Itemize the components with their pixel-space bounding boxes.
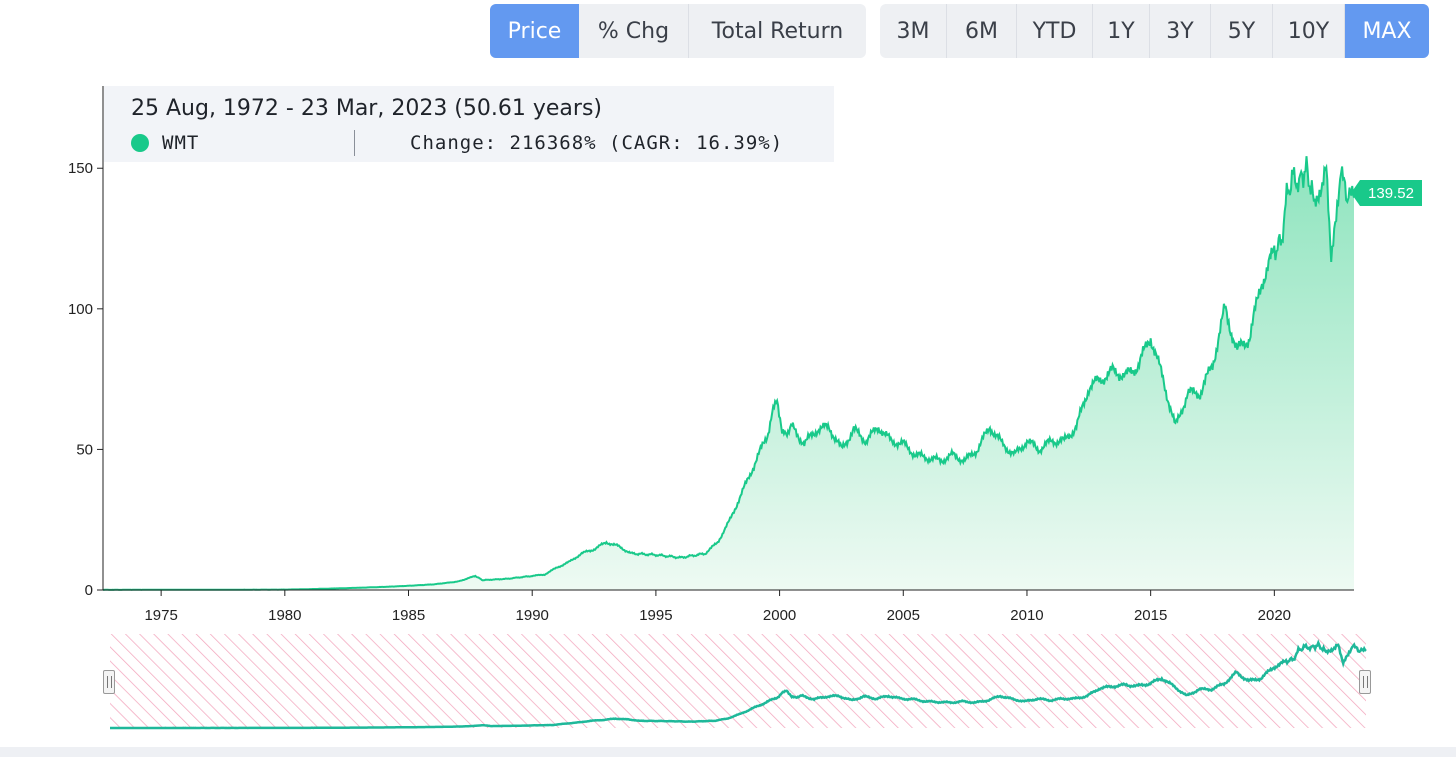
series-area-wmt: [103, 156, 1354, 590]
date-range-label: 25 Aug, 1972 - 23 Mar, 2023 (50.61 years…: [131, 96, 602, 121]
x-axis-ticks: 1975 1980 1985 1990 1995 2000 2005 2010 2015 2020: [144, 590, 1291, 624]
percent-change-mode-button[interactable]: % Chg: [579, 4, 689, 58]
x-tick-label: 1990: [516, 607, 549, 624]
range-button-group: 3M 6M YTD 1Y 3Y 5Y 10Y MAX: [880, 4, 1429, 58]
y-tick-label: 100: [68, 301, 93, 318]
x-tick-label: 2000: [763, 607, 796, 624]
x-tick-label: 2005: [887, 607, 920, 624]
x-tick-label: 2015: [1134, 607, 1167, 624]
series-color-dot: [131, 134, 149, 152]
x-tick-label: 1985: [392, 607, 425, 624]
mode-button-group: Price % Chg Total Return: [490, 4, 866, 58]
x-tick-label: 2010: [1010, 607, 1043, 624]
last-price-badge: 139.52: [1351, 180, 1422, 206]
x-tick-label: 2020: [1258, 607, 1291, 624]
range-3m-button[interactable]: 3M: [880, 4, 947, 58]
y-tick-label: 0: [85, 582, 93, 599]
navigator[interactable]: [110, 634, 1367, 730]
series-line-wmt: [103, 156, 1355, 591]
series-name: WMT: [162, 132, 200, 154]
y-tick-label: 150: [68, 160, 93, 177]
range-3y-button[interactable]: 3Y: [1150, 4, 1211, 58]
range-1y-button[interactable]: 1Y: [1093, 4, 1150, 58]
x-tick-label: 1980: [268, 607, 301, 624]
total-return-mode-button[interactable]: Total Return: [711, 18, 844, 44]
range-5y-button[interactable]: 5Y: [1211, 4, 1273, 58]
legend-separator: [354, 130, 355, 156]
range-10y-button[interactable]: 10Y: [1273, 4, 1345, 58]
legend-box: 25 Aug, 1972 - 23 Mar, 2023 (50.61 years…: [104, 86, 834, 162]
x-tick-label: 1975: [144, 607, 177, 624]
navigator-right-handle[interactable]: [1359, 670, 1371, 694]
bottom-border: [0, 747, 1456, 757]
navigator-left-handle[interactable]: [103, 670, 115, 694]
y-axis-ticks: 0 50 100 150: [68, 160, 103, 599]
range-max-button[interactable]: MAX: [1345, 4, 1429, 58]
change-label: Change: 216368% (CAGR: 16.39%): [410, 132, 784, 154]
range-6m-button[interactable]: 6M: [947, 4, 1017, 58]
y-tick-label: 50: [76, 441, 93, 458]
plot-area: [103, 156, 1355, 591]
navigator-series-line: [110, 639, 1367, 730]
price-mode-button[interactable]: Price: [490, 4, 579, 58]
x-tick-label: 1995: [639, 607, 672, 624]
range-ytd-button[interactable]: YTD: [1017, 4, 1093, 58]
